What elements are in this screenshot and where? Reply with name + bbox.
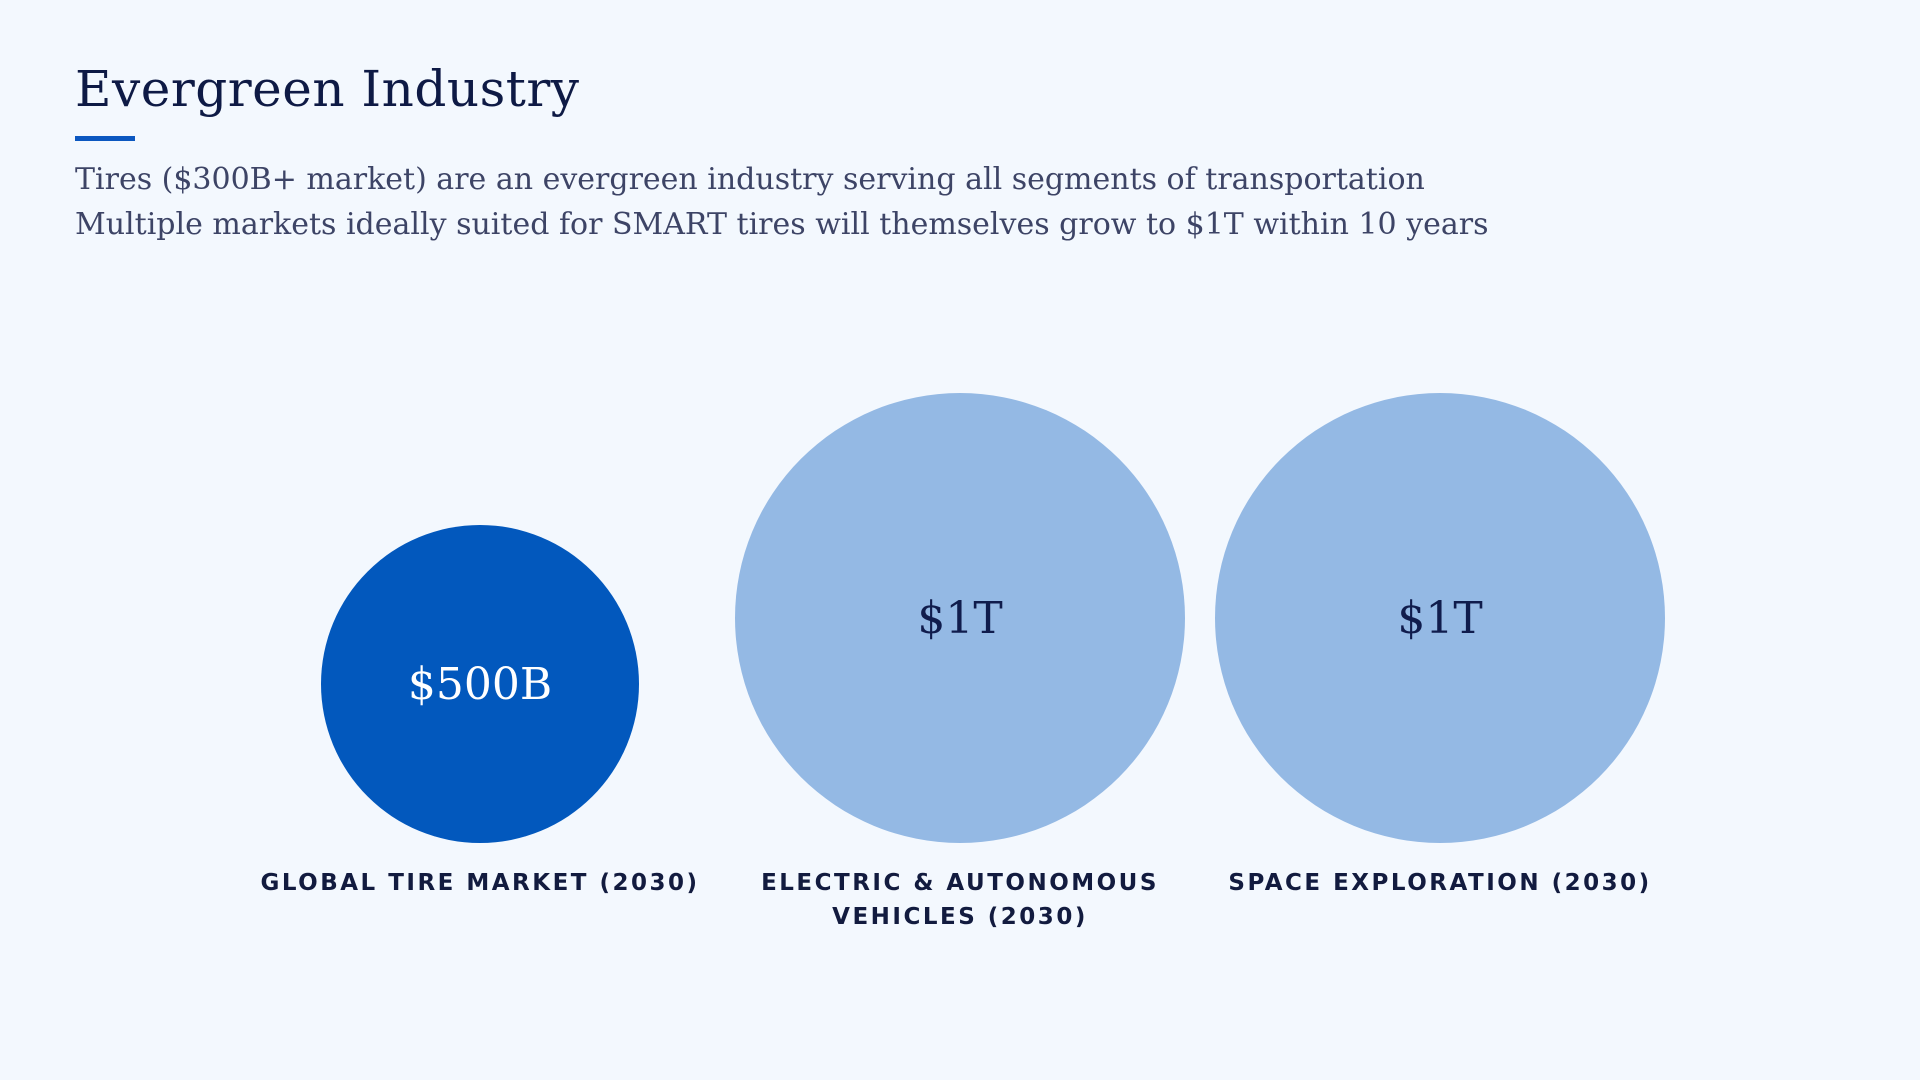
subtitle-line: Multiple markets ideally suited for SMAR… [75, 207, 1489, 242]
market-bubble-space-exploration: $1T [1215, 393, 1665, 843]
market-value: $1T [917, 592, 1003, 644]
market-label-space-exploration: SPACE EXPLORATION (2030) [1228, 870, 1652, 896]
slide-title: Evergreen Industry [75, 60, 580, 118]
market-label-electric-autonomous: ELECTRIC & AUTONOMOUS VEHICLES (2030) [761, 870, 1159, 930]
market-label-global-tire: GLOBAL TIRE MARKET (2030) [260, 870, 700, 896]
market-bubble-electric-autonomous: $1T [735, 393, 1185, 843]
market-value: $500B [407, 658, 553, 710]
title-accent-rule [75, 136, 135, 141]
subtitle-line: Tires ($300B+ market) are an evergreen i… [75, 162, 1425, 197]
market-value: $1T [1397, 592, 1483, 644]
market-bubble-global-tire: $500B [321, 525, 639, 843]
